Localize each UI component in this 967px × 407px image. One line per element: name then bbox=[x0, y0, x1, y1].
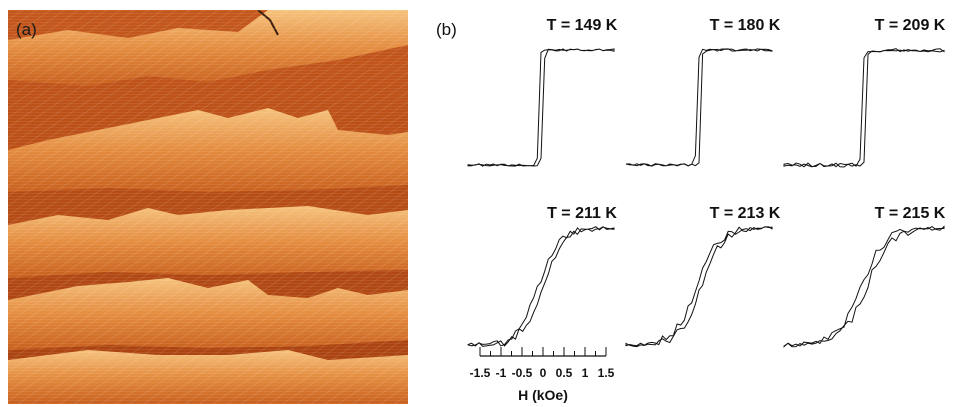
temperature-label-5: T = 213 K bbox=[710, 205, 781, 222]
axis-title: H (kOe) bbox=[518, 387, 568, 403]
hysteresis-loop-2 bbox=[625, 48, 773, 167]
hysteresis-loop-4 bbox=[467, 226, 615, 347]
axis-tick-label: 1.5 bbox=[598, 366, 615, 380]
hysteresis-loop-1 bbox=[467, 48, 615, 167]
hysteresis-loops-figure: T = 149 K T = 180 K T = 209 K T = 211 K T = … bbox=[467, 17, 946, 403]
field-axis: -1.5 -1 -0.5 0 0.5 1 1.5 H (kOe) bbox=[470, 347, 615, 403]
hysteresis-loop-5 bbox=[625, 226, 773, 348]
hysteresis-loop-6 bbox=[783, 225, 945, 348]
axis-tick-label: 0 bbox=[540, 366, 547, 380]
temperature-label-6: T = 215 K bbox=[875, 205, 946, 222]
axis-tick-label: -0.5 bbox=[512, 366, 533, 380]
temperature-label-1: T = 149 K bbox=[547, 17, 618, 34]
temperature-label-4: T = 211 K bbox=[547, 205, 617, 222]
panel-label-b: (b) bbox=[436, 20, 457, 39]
temperature-label-2: T = 180 K bbox=[710, 17, 781, 34]
temperature-label-3: T = 209 K bbox=[875, 17, 946, 34]
axis-tick-label: -1 bbox=[496, 366, 507, 380]
hysteresis-loop-3 bbox=[783, 48, 945, 168]
axis-tick-label: 0.5 bbox=[556, 366, 573, 380]
axis-tick-label: -1.5 bbox=[470, 366, 491, 380]
stm-topography-image bbox=[8, 10, 408, 404]
axis-tick-label: 1 bbox=[582, 366, 589, 380]
panel-label-a: (a) bbox=[16, 20, 37, 39]
